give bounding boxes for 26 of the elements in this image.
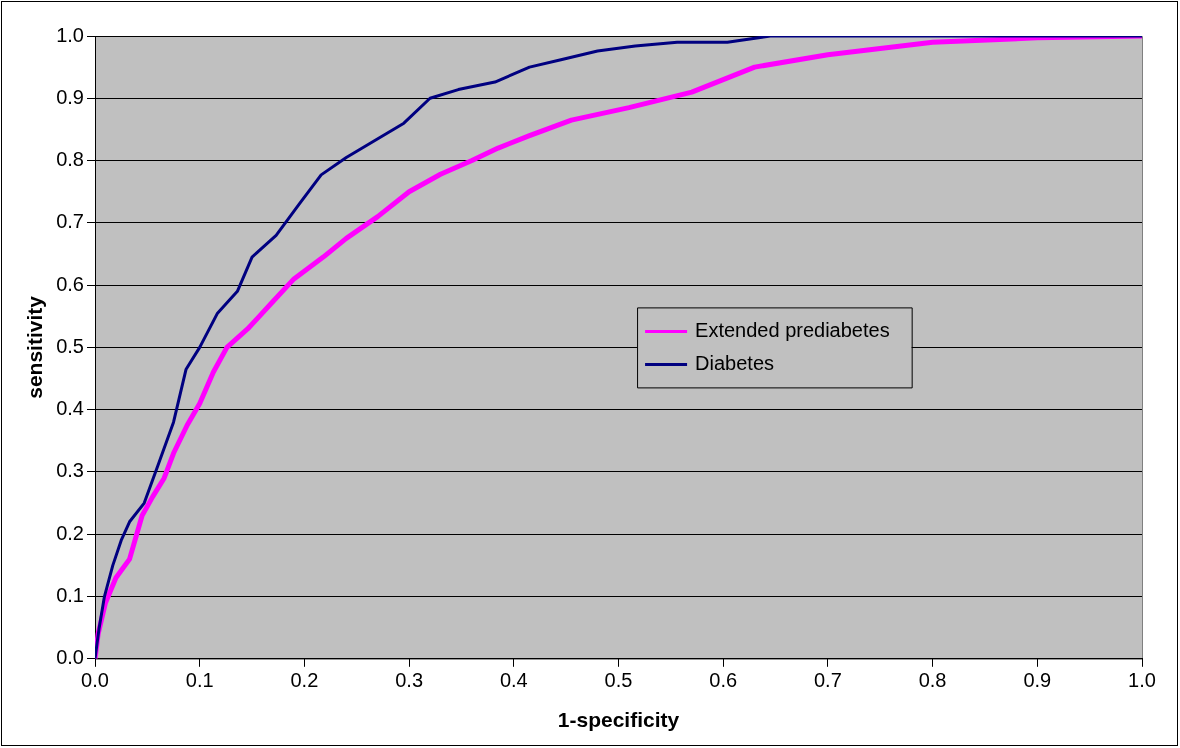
x-tick-label: 0.9 (1023, 669, 1052, 692)
x-tick-label: 0.3 (395, 669, 424, 692)
y-tick-label: 0.7 (56, 210, 84, 233)
x-tick-label: 0.1 (185, 669, 214, 692)
y-tick-label: 0.8 (56, 148, 84, 171)
x-tick-label: 0.8 (918, 669, 947, 692)
y-tick-label: 0.0 (56, 646, 84, 669)
x-tick-label: 0.5 (604, 669, 633, 692)
y-axis-title: sensitivity (23, 295, 47, 399)
y-tick-label: 0.6 (56, 272, 84, 295)
x-tick-label: 1.0 (1128, 669, 1156, 692)
x-tick-label: 0.4 (499, 669, 528, 692)
y-tick-label: 0.5 (56, 334, 84, 357)
legend-label: Extended prediabetes (695, 318, 890, 341)
y-tick-label: 0.2 (56, 521, 84, 544)
y-tick-label: 0.4 (56, 397, 84, 420)
y-tick-label: 0.3 (56, 459, 84, 482)
x-axis-title: 1-specificity (557, 708, 680, 732)
x-tick-label: 0.0 (81, 669, 109, 692)
legend-label: Diabetes (695, 351, 775, 374)
x-tick-label: 0.7 (813, 669, 842, 692)
y-tick-label: 0.1 (56, 584, 84, 607)
x-tick-label: 0.6 (709, 669, 738, 692)
y-tick-label: 1.0 (56, 23, 84, 46)
y-tick-label: 0.9 (56, 85, 84, 108)
x-tick-label: 0.2 (290, 669, 319, 692)
